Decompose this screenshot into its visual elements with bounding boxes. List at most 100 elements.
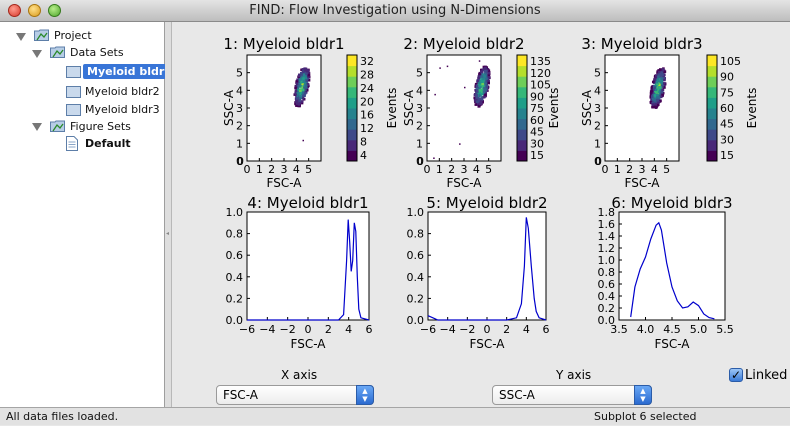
colorbar-tick-label: 90 [720, 71, 734, 84]
heatmap-cell [476, 81, 479, 84]
heatmap-cell [650, 85, 654, 89]
heatmap-cell [654, 105, 657, 109]
heatmap-cell [484, 93, 487, 97]
y-tick-label: 0.0 [407, 314, 425, 327]
heatmap-cell [299, 84, 302, 88]
heatmap-cell [298, 101, 302, 105]
x-tick-label: 3 [639, 163, 646, 176]
heatmap-cell [483, 72, 487, 76]
heatmap-cell [485, 85, 489, 88]
heatmap-cell [295, 104, 298, 107]
y-tick-label: 4 [416, 84, 423, 97]
expand-figure-sets-triangle[interactable] [32, 123, 42, 131]
heatmap-cell [660, 77, 663, 80]
heatmap-cell [657, 96, 661, 99]
y-tick-label: 2 [594, 120, 601, 133]
x-axis-select[interactable]: FSC-A ▲ ▼ [216, 385, 374, 405]
x-tick-label: 4.5 [663, 323, 681, 336]
y-axis-title: SSC-A [580, 89, 594, 126]
y-tick-label: 2 [416, 120, 423, 133]
y-tick-label: 1.8 [598, 206, 616, 219]
heatmap-cell [484, 92, 488, 95]
heatmap-cell [656, 70, 660, 73]
plot-frame [604, 54, 680, 162]
heatmap-cell [651, 101, 655, 105]
colorbar-segment [347, 76, 357, 82]
heatmap-cell [484, 81, 487, 85]
x-tick-label: −6 [239, 323, 255, 336]
heatmap-cell [656, 103, 660, 107]
y-axis-select[interactable]: SSC-A ▲ ▼ [492, 385, 652, 405]
x-axis-title: FSC-A [291, 337, 327, 351]
close-window-button[interactable] [8, 4, 21, 17]
tree-item-data-sets[interactable]: Data Sets [70, 46, 124, 59]
tree-item-dataset-3[interactable]: Myeloid bldr3 [85, 103, 160, 116]
colorbar-segment [707, 81, 717, 88]
heatmap-cell [483, 69, 487, 73]
heatmap-cell [477, 100, 481, 103]
plot-title: 5: Myeloid bldr2 [426, 194, 547, 212]
tree-item-figure-sets[interactable]: Figure Sets [70, 120, 131, 133]
colorbar-tick-label: 12 [360, 122, 374, 135]
expand-data-sets-triangle[interactable] [32, 50, 42, 58]
tree-item-dataset-1[interactable]: Myeloid bldr1 [83, 63, 176, 80]
x-tick-label: 1 [614, 163, 621, 176]
x-tick-label: −4 [440, 323, 456, 336]
zoom-window-button[interactable] [48, 4, 61, 17]
heatmap-cell [480, 70, 483, 74]
heatmap-cell [301, 91, 305, 95]
heatmap-cell [650, 91, 653, 94]
heatmap-cell [307, 71, 310, 74]
heatmap-cell [473, 96, 477, 100]
dataset-icon [66, 86, 81, 98]
x-tick-label: 6 [543, 323, 550, 336]
tree-item-project[interactable]: Project [54, 29, 92, 42]
heatmap-cell [485, 77, 488, 81]
colorbar-segment [707, 65, 717, 72]
pane-splitter[interactable]: ◂ [165, 22, 172, 407]
colorbar-frame [706, 54, 718, 162]
y-tick-label: 0.8 [407, 228, 425, 241]
plot-title: 6: Myeloid bldr3 [611, 194, 732, 212]
status-bar: All data files loaded. Subplot 6 selecte… [0, 407, 790, 425]
heatmap-cell [294, 89, 298, 93]
density-curve [630, 221, 715, 320]
heatmap-cell [475, 96, 478, 99]
colorbar-segment [707, 118, 717, 125]
y-tick-label: 0.4 [598, 290, 616, 303]
minimize-window-button[interactable] [28, 4, 41, 17]
y-tick-label: 0.2 [407, 292, 425, 305]
heatmap-cell [657, 73, 661, 76]
colorbar-title: Events [745, 88, 759, 129]
project-tree[interactable]: Project Data Sets Myeloid bldr1 Myeloid … [0, 22, 176, 425]
colorbar-segment [347, 60, 357, 67]
heatmap-cell [304, 88, 307, 91]
expand-project-triangle[interactable] [16, 33, 26, 41]
document-icon [66, 136, 78, 151]
linked-checkbox[interactable]: ✓ [729, 368, 743, 382]
colorbar-segment [517, 118, 527, 125]
heatmap-cell [300, 68, 303, 72]
tree-item-figure-default[interactable]: Default [85, 137, 131, 150]
colorbar-segment [517, 150, 527, 157]
y-tick-label: 0.6 [226, 249, 244, 262]
colorbar-segment [347, 118, 357, 125]
heatmap-cell [479, 76, 482, 79]
heatmap-cell [302, 77, 305, 80]
colorbar-segment [517, 60, 527, 67]
colorbar-segment [707, 97, 717, 104]
heatmap-cell [482, 90, 486, 93]
heatmap-cell [485, 79, 489, 83]
y-tick-label: 3 [236, 102, 243, 115]
heatmap-cell [650, 87, 654, 91]
colorbar-segment [517, 92, 527, 98]
y-tick-label: 0.2 [598, 302, 616, 315]
tree-item-dataset-2[interactable]: Myeloid bldr2 [85, 85, 160, 98]
heatmap-cell [475, 93, 478, 97]
heatmap-cell [297, 74, 301, 78]
heatmap-cell [478, 94, 481, 98]
x-tick-label: 5.5 [716, 323, 734, 336]
heatmap-cell [303, 86, 306, 89]
colorbar-tick-label: 75 [720, 86, 734, 99]
